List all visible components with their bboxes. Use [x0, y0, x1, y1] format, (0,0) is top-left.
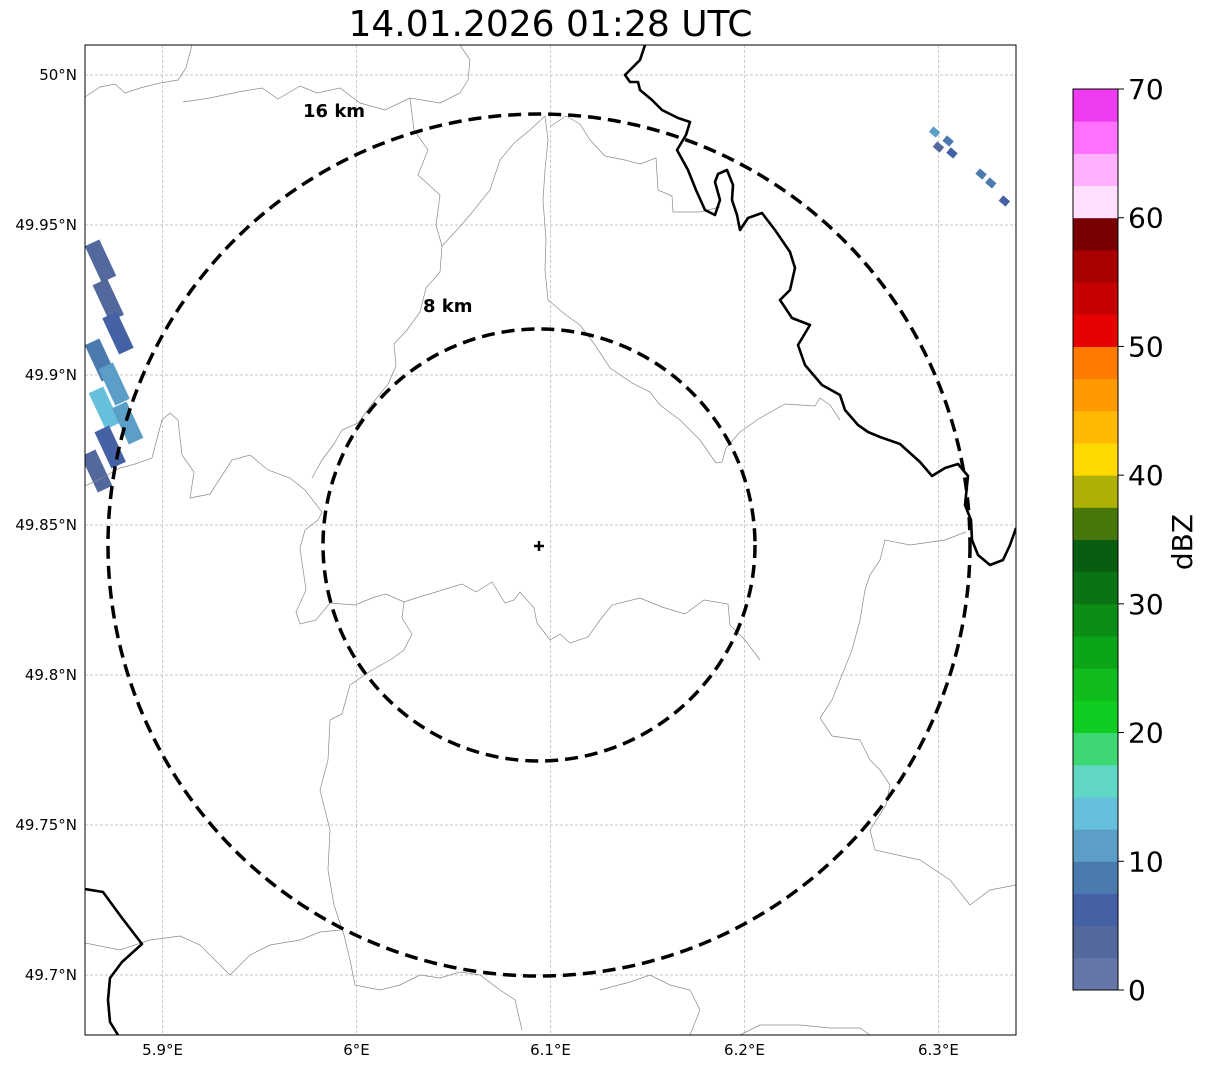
map-gridlines	[85, 45, 1016, 1035]
boundary-line	[319, 601, 523, 1031]
longitude-tick-label: 6°E	[343, 1041, 370, 1059]
colorbar-swatch	[1073, 732, 1118, 766]
colorbar-swatch	[1073, 314, 1118, 347]
echo-cell	[85, 449, 113, 493]
longitude-tick-label: 6.2°E	[724, 1041, 765, 1059]
colorbar-tick-label: 60	[1128, 202, 1164, 235]
colorbar-swatch	[1073, 636, 1118, 669]
boundary-line	[85, 412, 761, 661]
colorbar-swatch	[1073, 153, 1118, 187]
colorbar-swatch	[1073, 861, 1118, 894]
boundary-line	[599, 974, 701, 1035]
map-frame	[84, 44, 1017, 1036]
latitude-tick-label: 49.9°N	[25, 366, 77, 384]
boundary-line	[542, 115, 816, 464]
radar-site-marker	[534, 541, 544, 551]
colorbar-swatch	[1073, 378, 1118, 412]
echo-cell	[98, 362, 130, 406]
colorbar-swatch	[1073, 121, 1118, 154]
colorbar-label: dBZ	[1166, 514, 1199, 570]
colorbar-tick-label: 50	[1128, 330, 1164, 363]
colorbar-tick-label: 70	[1128, 73, 1164, 106]
range-ring-8km	[321, 327, 757, 763]
boundary-line	[85, 45, 193, 98]
boundary-line	[814, 397, 841, 421]
colorbar-swatch	[1073, 603, 1118, 637]
range-ring-16km	[106, 112, 972, 978]
colorbar-swatch	[1073, 893, 1118, 927]
boundary-line	[85, 929, 341, 976]
colorbar-swatch	[1073, 217, 1118, 251]
colorbar-swatch	[1073, 410, 1118, 444]
colorbar-swatch	[1073, 764, 1118, 798]
echo-cell	[85, 239, 117, 283]
colorbar-swatch	[1073, 925, 1118, 959]
colorbar-swatch	[1073, 957, 1118, 991]
colorbar-swatch	[1073, 700, 1118, 734]
echo-cell	[985, 177, 997, 189]
colorbar-swatch	[1073, 185, 1118, 219]
latitude-tick-label: 49.8°N	[25, 666, 77, 684]
range-rings	[106, 112, 972, 978]
echo-cell	[92, 278, 124, 322]
latitude-tick-label: 50°N	[39, 66, 77, 84]
colorbar-swatch	[1073, 796, 1118, 830]
boundary-line	[441, 115, 546, 247]
colorbar-swatch	[1073, 442, 1118, 476]
colorbar-swatch	[1073, 346, 1118, 380]
colorbar-tick-label: 20	[1128, 717, 1164, 750]
colorbar-swatch	[1073, 249, 1118, 283]
colorbar-swatch	[1073, 282, 1118, 315]
colorbar-swatch	[1073, 539, 1118, 573]
colorbar-tick-label: 10	[1128, 845, 1164, 878]
echo-cell	[946, 147, 958, 159]
border-line	[623, 45, 1016, 567]
longitude-tick-label: 6.1°E	[530, 1041, 571, 1059]
echo-cell	[111, 401, 144, 445]
border-line	[85, 887, 144, 1035]
latitude-tick-label: 49.85°N	[15, 516, 77, 534]
longitude-tick-label: 5.9°E	[142, 1041, 183, 1059]
colorbar-swatch	[1073, 571, 1118, 605]
boundary-line	[739, 1024, 871, 1035]
echo-cell	[975, 168, 987, 180]
colorbar-swatch	[1073, 668, 1118, 701]
echo-cell	[932, 141, 945, 153]
echo-cell	[942, 135, 954, 147]
latitude-ticks: 50°N 49.95°N 49.9°N 49.85°N 49.8°N 49.75°N 49.…	[15, 66, 77, 984]
boundary-line	[819, 531, 1016, 906]
echo-cell	[998, 195, 1011, 207]
colorbar-swatch	[1073, 829, 1118, 862]
reflectivity-echoes	[85, 126, 1011, 493]
colorbar-swatch	[1073, 475, 1118, 508]
longitude-ticks: 5.9°E 6°E 6.1°E 6.2°E 6.3°E	[142, 1041, 959, 1059]
national-border	[85, 45, 1016, 1035]
latitude-tick-label: 49.7°N	[25, 966, 77, 984]
latitude-tick-label: 49.75°N	[15, 816, 77, 834]
range-ring-label-8km: 8 km	[423, 296, 473, 317]
map-title: 14.01.2026 01:28 UTC	[348, 4, 753, 45]
colorbar-tick-label: 40	[1128, 459, 1164, 492]
boundary-line	[182, 45, 471, 111]
latitude-tick-label: 49.95°N	[15, 216, 77, 234]
colorbar-tick-label: 0	[1128, 974, 1146, 1007]
colorbar-frame	[1072, 88, 1119, 991]
range-ring-label-16km: 16 km	[303, 101, 365, 122]
echo-cell	[102, 311, 134, 355]
colorbar-tick-label: 30	[1128, 588, 1164, 621]
colorbar-swatch	[1073, 507, 1118, 540]
echo-cell	[928, 126, 941, 138]
longitude-tick-label: 6.3°E	[918, 1041, 959, 1059]
boundary-line	[550, 115, 721, 213]
colorbar-swatch	[1073, 89, 1118, 122]
boundary-line	[311, 97, 443, 479]
echo-cell	[88, 386, 121, 430]
colorbar: 0 10 20 30 40 50 60 70	[1072, 73, 1164, 1007]
